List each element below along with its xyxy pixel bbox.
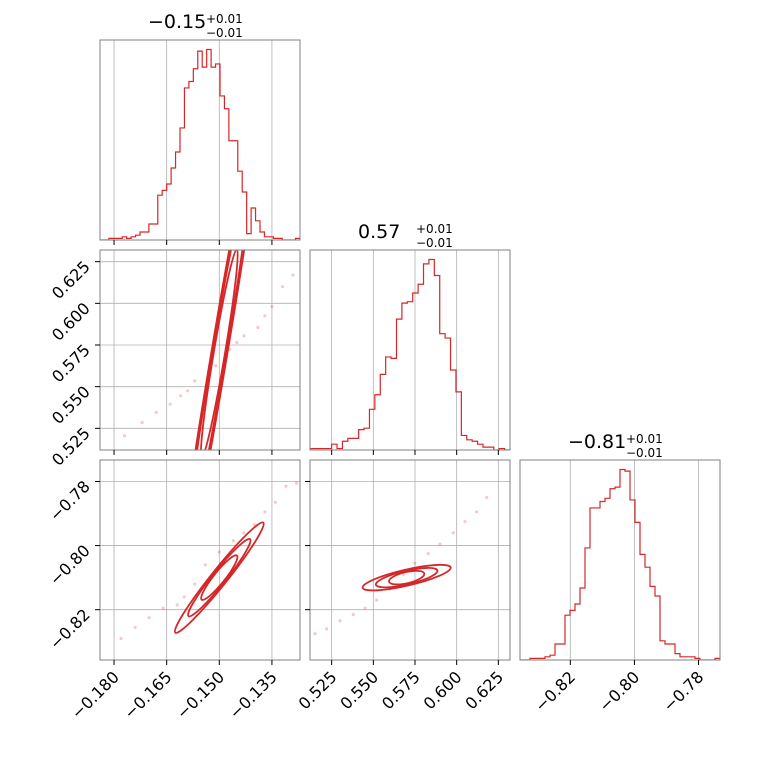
sample-point [161,606,165,610]
sample-point [231,539,235,543]
parameter-title: 0.57 [358,221,400,243]
sample-point [363,606,367,610]
sample-point [313,632,317,636]
x-tick-label: 0.525 [295,667,341,713]
histogram-panel-1: 0.57 +0.01−0.01 [309,221,511,455]
x-tick-label: 0.575 [378,667,424,713]
panel-frame [99,459,301,661]
panel-frame [99,39,301,241]
histogram-step [310,258,510,450]
y-tick-label: 0.525 [48,424,94,470]
sample-point [154,410,158,415]
y-tick-label: 0.575 [48,340,94,386]
x-tick-label: −0.165 [120,667,175,722]
parameter-title-minus: −0.01 [626,446,663,460]
y-tick-label: 0.550 [48,382,94,428]
parameter-title-plus: +0.01 [206,12,243,26]
sample-point [413,561,417,565]
panel-frame [309,249,511,451]
parameter-title-minus: −0.01 [206,26,243,40]
sample-point [325,627,329,631]
sample-point [140,420,144,425]
y-tick-label: −0.78 [46,477,94,525]
contour-level-3 [173,250,265,450]
sample-point [273,500,278,504]
sample-point [438,542,442,546]
y-tick-label: 0.625 [48,257,94,303]
contour-level-2 [186,250,252,450]
sample-point [193,379,197,383]
sample-point [252,523,256,527]
contour-level-2 [187,537,252,618]
sample-point [351,612,355,617]
sample-point [263,314,267,318]
contour-level-2 [374,567,439,589]
parameter-title: −0.15 [148,11,206,33]
sample-point [168,402,172,406]
sample-point [242,334,246,338]
x-tick-label: −0.180 [68,667,123,722]
x-tick-label: −0.82 [531,667,579,715]
sample-point [426,551,430,556]
sample-point [475,510,479,514]
sample-point [175,603,179,607]
contour-level-3 [173,521,265,634]
x-tick-label: 0.600 [420,667,466,713]
panel-frame [309,459,511,661]
scatter-panel-2-0: −0.180−0.165−0.150−0.135 −0.82 −0.80 −0.78 [46,459,301,723]
sample-point [256,325,260,330]
parameter-title-plus: +0.01 [416,222,453,236]
x-tick-label: −0.78 [659,667,707,715]
y-tick-label: 0.600 [48,299,94,345]
sample-point [182,595,186,599]
sample-point [147,616,151,620]
sample-point [294,481,299,485]
parameter-title-plus: +0.01 [626,432,663,446]
sample-point [119,636,123,641]
sample-point [179,394,183,398]
histogram-panel-0: −0.15 +0.01−0.01 [99,11,301,245]
x-tick-label: 0.625 [461,667,507,713]
sample-point [203,563,207,567]
panel-frame [99,249,301,451]
histogram-step [100,48,300,240]
sample-point [217,550,221,554]
sample-point [270,305,274,309]
y-tick-label: −0.82 [46,605,94,653]
histogram-panel-2: −0.82 −0.80 −0.78 −0.81 +0.01−0.01 [519,431,721,715]
contour-level-3 [361,563,452,592]
sample-point [235,340,239,345]
x-tick-label: −0.150 [173,667,228,722]
sample-point [291,273,295,277]
sample-point [133,625,137,629]
sample-point [485,495,489,500]
sample-point [242,531,246,535]
contour-level-1 [388,569,426,586]
sample-point [122,434,127,438]
parameter-title: −0.81 [568,431,626,453]
parameter-title-minus: −0.01 [416,236,453,250]
sample-point [338,619,342,623]
sample-point [463,519,467,524]
sample-point [263,510,267,514]
sample-point [193,582,197,586]
contour-level-1 [199,250,239,450]
sample-point [186,389,190,393]
histogram-step [520,468,720,660]
contour-level-1 [200,554,239,601]
sample-point [375,598,379,602]
sample-point [451,531,455,535]
x-tick-label: −0.80 [595,667,643,715]
y-tick-label: −0.80 [46,541,94,589]
x-tick-label: −0.135 [225,667,280,722]
sample-point [280,285,285,289]
sample-point [214,364,218,368]
x-tick-label: 0.550 [336,667,382,713]
panel-frame [519,459,721,661]
sample-point [284,484,288,488]
